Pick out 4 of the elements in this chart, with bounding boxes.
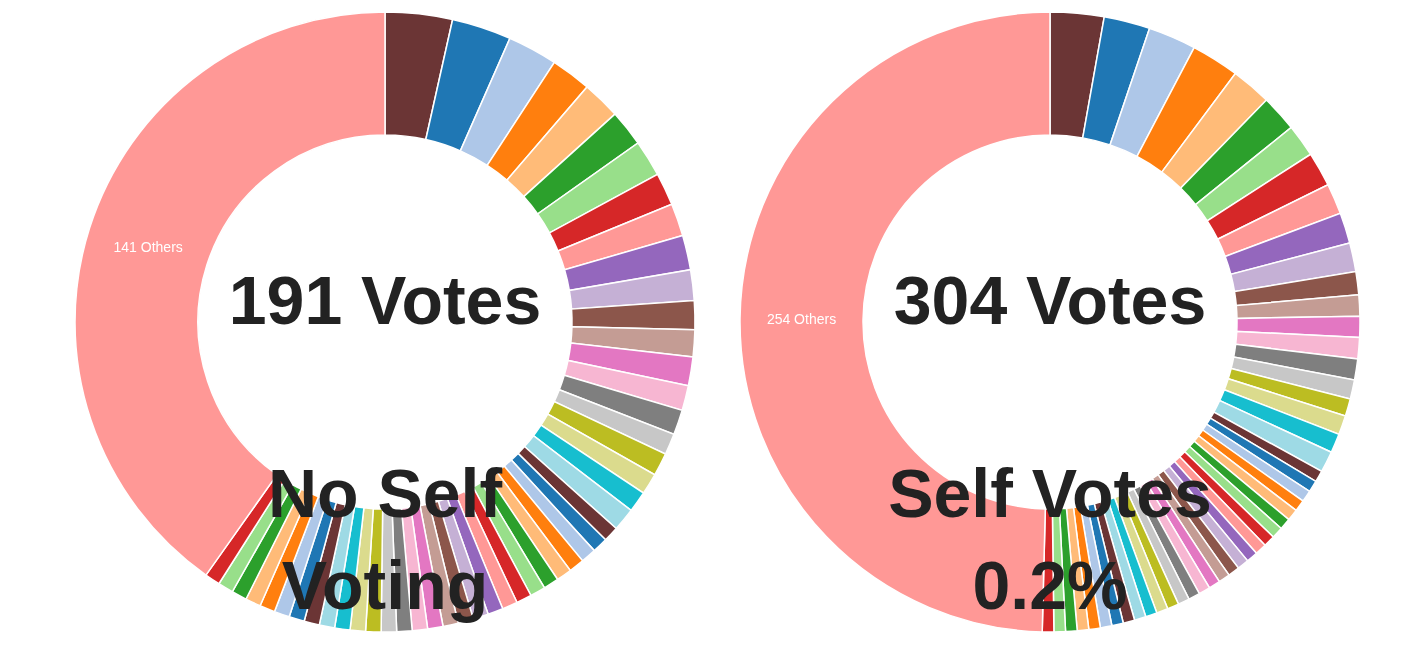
slice-label: 254 Others [766, 310, 837, 327]
slice-label: 141 Others [113, 238, 183, 255]
text: 304 Votes [893, 262, 1207, 338]
text: 191 Votes [227, 261, 543, 340]
